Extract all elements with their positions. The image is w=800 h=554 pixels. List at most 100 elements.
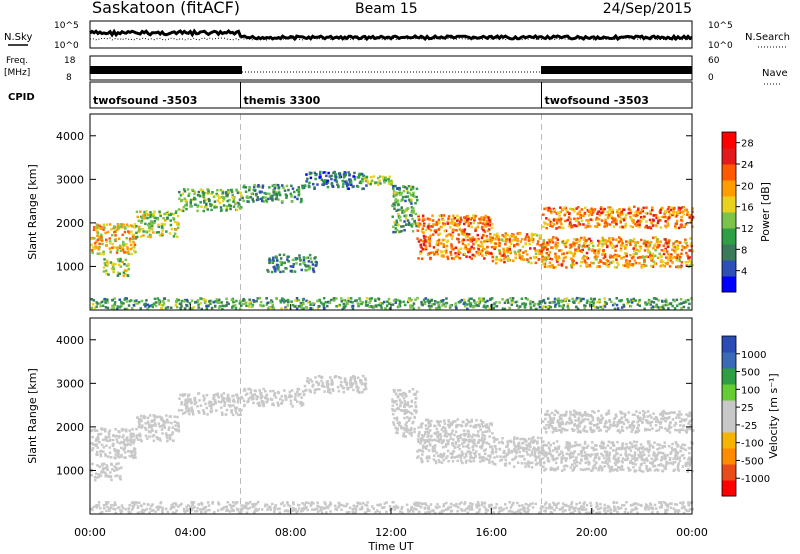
echo-cell (607, 409, 610, 413)
echo-cell (643, 415, 646, 418)
echo-cell (584, 260, 587, 264)
echo-cell (613, 307, 617, 311)
echo-cell (162, 300, 165, 303)
echo-cell (275, 256, 278, 260)
echo-cell (581, 415, 584, 418)
echo-cell (357, 176, 360, 179)
echo-cell (577, 416, 581, 420)
echo-cell (455, 223, 459, 226)
echo-cell (687, 306, 690, 310)
echo-cell (127, 225, 130, 228)
echo-cell (265, 297, 268, 300)
echo-cell (557, 211, 561, 214)
echo-cell (232, 205, 236, 208)
echo-cell (446, 455, 449, 458)
echo-cell (652, 247, 655, 250)
echo-cell (513, 450, 516, 453)
echo-cell (124, 227, 127, 230)
echo-cell (445, 435, 448, 438)
echo-cell (280, 263, 283, 266)
echo-cell (521, 245, 525, 248)
echo-cell (618, 419, 622, 422)
echo-cell (583, 238, 586, 242)
echo-cell (490, 245, 494, 249)
echo-cell (427, 431, 430, 435)
echo-cell (538, 305, 542, 309)
echo-cell (155, 435, 158, 439)
echo-cell (202, 298, 206, 301)
echo-cell (648, 467, 652, 471)
echo-cell (531, 240, 535, 243)
echo-cell (660, 248, 664, 252)
echo-cell (244, 393, 248, 396)
echo-cell (377, 303, 380, 307)
echo-cell (604, 218, 607, 222)
echo-cell (345, 184, 349, 188)
echo-cell (644, 244, 648, 247)
echo-cell (279, 301, 283, 304)
echo-cell (342, 302, 346, 306)
echo-cell (270, 299, 273, 302)
echo-cell (170, 421, 173, 425)
echo-cell (446, 449, 450, 453)
echo-cell (397, 208, 400, 212)
echo-cell (105, 264, 109, 267)
echo-cell (540, 307, 544, 310)
echo-cell (541, 447, 544, 450)
echo-cell (515, 437, 519, 440)
echo-cell (159, 417, 163, 421)
echo-cell (107, 430, 111, 434)
echo-cell (629, 211, 632, 215)
echo-cell (478, 453, 481, 456)
echo-cell (518, 450, 521, 454)
echo-cell (192, 413, 195, 416)
echo-cell (409, 416, 412, 420)
echo-cell (642, 264, 645, 268)
echo-cell (311, 263, 315, 266)
echo-cell (427, 420, 431, 424)
echo-cell (209, 410, 212, 413)
echo-cell (669, 426, 673, 429)
echo-cell (576, 307, 580, 311)
echo-cell (394, 393, 398, 396)
echo-cell (552, 266, 555, 269)
echo-cell (609, 206, 612, 209)
echo-cell (575, 207, 578, 210)
echo-cell (390, 180, 393, 184)
echo-cell (472, 242, 475, 246)
echo-cell (591, 211, 595, 214)
echo-cell (576, 212, 579, 216)
echo-cell (615, 425, 619, 428)
echo-cell (417, 214, 421, 217)
echo-cell (399, 389, 402, 392)
echo-cell (360, 172, 364, 176)
echo-cell (403, 405, 406, 409)
echo-cell (518, 444, 521, 448)
echo-cell (91, 448, 94, 452)
echo-cell (398, 398, 402, 402)
echo-cell (678, 258, 681, 261)
echo-cell (583, 411, 587, 414)
echo-cell (131, 235, 135, 238)
echo-cell (355, 386, 358, 389)
echo-cell (300, 199, 303, 202)
echo-cell (185, 298, 189, 302)
echo-cell (664, 419, 667, 423)
echo-cell (549, 418, 552, 422)
echo-cell (601, 244, 604, 248)
echo-cell (645, 303, 649, 306)
echo-cell (557, 256, 561, 260)
echo-cell (119, 225, 123, 228)
echo-cell (169, 213, 172, 216)
echo-cell (167, 299, 170, 302)
echo-cell (124, 258, 128, 262)
echo-cell (450, 221, 454, 224)
echo-cell (222, 392, 226, 395)
echo-cell (519, 437, 522, 441)
echo-cell (349, 180, 353, 183)
echo-cell (642, 217, 645, 220)
echo-cell (419, 243, 422, 247)
echo-cell (151, 424, 155, 427)
echo-cell (467, 435, 470, 438)
echo-cell (238, 207, 242, 210)
